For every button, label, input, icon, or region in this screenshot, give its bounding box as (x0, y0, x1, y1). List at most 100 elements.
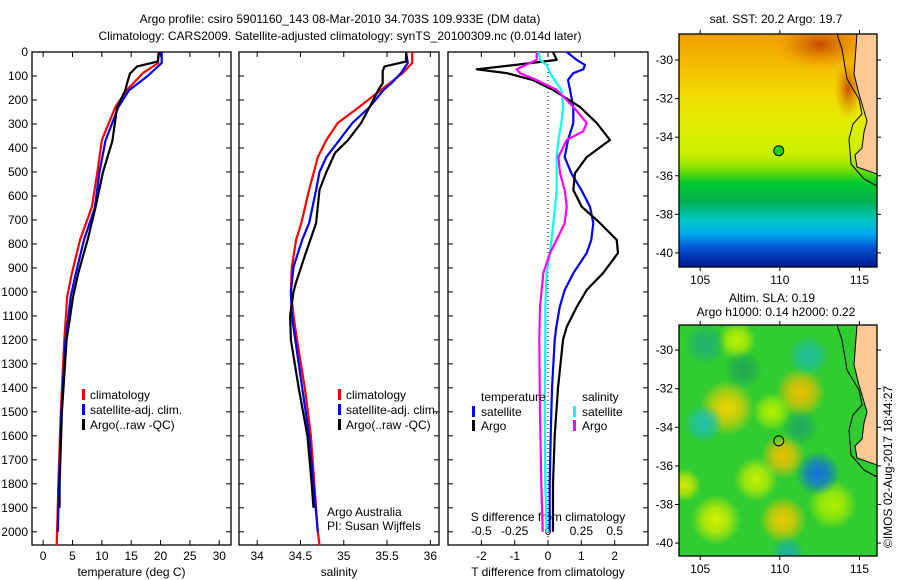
s-tick-label: 0 (545, 524, 552, 538)
s-tick-label: 0.5 (606, 524, 623, 538)
salinity-profile-panel: 34 34.5 35 35.5 36 salinity climatologysatelli… (238, 51, 440, 579)
depth-tick-label: 2000 (1, 525, 28, 539)
map-image (679, 34, 877, 267)
lon-tick-label: 105 (690, 562, 710, 576)
lon-tick-label: 115 (850, 273, 869, 287)
legend-label: satellite-adj. clim. (90, 403, 182, 417)
x-tick-label: 0 (40, 549, 47, 563)
legend-label: Argo (481, 419, 507, 433)
figure-title-line1: Argo profile: csiro 5901160_143 08-Mar-2… (140, 12, 541, 26)
sla-anomaly (771, 535, 805, 556)
depth-tick-label: 0 (21, 45, 28, 59)
x-tick-label: -2 (476, 549, 487, 563)
lat-tick-label: -40 (656, 536, 674, 550)
sla-anomaly (787, 334, 830, 377)
depth-tick-label: 1700 (1, 453, 28, 467)
lat-tick-label: -38 (656, 207, 674, 221)
legend-swatch (338, 404, 341, 415)
series-line-satellite-adj-clim- (289, 51, 409, 532)
lat-tick-label: -30 (656, 53, 674, 67)
figure-title-line2: Climatology: CARS2009. Satellite-adjuste… (99, 29, 582, 43)
x-axis-label: salinity (321, 565, 358, 579)
depth-tick-label: 1400 (1, 381, 28, 395)
depth-tick-label: 1900 (1, 501, 28, 515)
series-line-temperature-argo (475, 51, 620, 532)
land-australia (853, 34, 877, 175)
depth-tick-label: 1200 (1, 333, 28, 347)
legend-swatch (82, 404, 85, 415)
legend-label: Argo(..raw -QC) (346, 418, 431, 432)
x-tick-label: 0 (545, 549, 552, 563)
land-australia (853, 325, 877, 466)
depth-tick-label: 800 (8, 237, 28, 251)
legend-label: Argo (582, 419, 608, 433)
depth-tick-label: 600 (8, 189, 28, 203)
legend-swatch (573, 406, 576, 417)
depth-tick-label: 700 (8, 213, 28, 227)
x-axis-label: temperature (deg C) (77, 565, 185, 579)
legend-swatch (472, 406, 475, 417)
depth-tick-label: 1500 (1, 405, 28, 419)
sla-anomaly (690, 494, 742, 546)
lat-tick-label: -32 (656, 92, 674, 106)
difference-profile-panel: -2 -1 0 1 2 T difference from climatology -0.5… (447, 51, 649, 579)
legend-swatch (338, 419, 341, 430)
x-tick-label: 2 (611, 549, 618, 563)
map-image (679, 325, 877, 556)
x-tick-label: 15 (125, 549, 139, 563)
depth-tick-label: 400 (8, 141, 28, 155)
x-tick-label: 35.5 (375, 549, 399, 563)
legend-label: satellite (582, 405, 623, 419)
sla-anomaly (795, 451, 841, 496)
lat-tick-label: -30 (656, 343, 674, 357)
legend-swatch (573, 420, 576, 431)
legend-heading-temperature: temperature (481, 390, 546, 404)
series-line-argo-raw-qc- (58, 51, 161, 508)
s-tick-label: 0.25 (570, 524, 594, 538)
x-tick-label: 34 (251, 549, 265, 563)
depth-tick-label: 1600 (1, 429, 28, 443)
x-tick-label: 10 (95, 549, 109, 563)
series-line-argo-raw-qc- (289, 52, 408, 508)
lon-tick-label: 110 (770, 273, 789, 287)
copyright-text: ©IMOS 02-Aug-2017 18:44:27 (881, 385, 895, 548)
x-tick-label: 5 (69, 549, 76, 563)
lat-tick-label: -34 (656, 130, 674, 144)
plot-frame (31, 51, 232, 546)
legend-label: climatology (346, 388, 406, 402)
x-tick-label: 34.5 (289, 549, 313, 563)
shelf-contour-line (836, 34, 877, 187)
plot-frame (238, 51, 440, 546)
legend-swatch (82, 419, 85, 430)
map-title: Altim. SLA: 0.19 (729, 291, 815, 305)
lon-tick-label: 110 (770, 562, 789, 576)
depth-tick-label: 1300 (1, 357, 28, 371)
sla-map: 105 110 115 -30 -32 -34 -36 -38 -40 Altim. SLA: 0… (656, 291, 881, 576)
legend-label: satellite-adj. clim. (346, 403, 438, 417)
sla-anomaly (723, 349, 763, 389)
lon-tick-label: 105 (690, 273, 710, 287)
series-line-salinity-satellite (537, 51, 565, 532)
sla-anomaly (733, 456, 779, 502)
map-frame (678, 33, 878, 268)
s-axis-label: S difference from climatology (471, 510, 626, 524)
legend-heading-salinity: salinity (582, 390, 619, 404)
lat-tick-label: -36 (656, 459, 674, 473)
x-tick-label: 25 (183, 549, 197, 563)
sst-map: 105 110 115 -30 -32 -34 -36 -38 -40 sat. SST: 20.… (656, 12, 881, 287)
sla-anomaly (782, 409, 819, 446)
depth-tick-label: 500 (8, 165, 28, 179)
map-title: Argo h1000: 0.14 h2000: 0.22 (697, 305, 856, 319)
temperature-profile-panel: 0100200300400500600700800900100011001200… (1, 45, 232, 579)
legend-label: satellite (481, 405, 522, 419)
sla-anomaly (683, 403, 723, 444)
x-tick-label: 36 (424, 549, 438, 563)
credit-institution: Argo Australia (327, 505, 402, 519)
sla-anomaly (683, 325, 726, 366)
depth-tick-label: 1800 (1, 477, 28, 491)
lat-tick-label: -38 (656, 497, 674, 511)
map-frame (678, 324, 878, 557)
depth-tick-label: 300 (8, 117, 28, 131)
credit-pi: PI: Susan Wijffels (327, 519, 421, 533)
